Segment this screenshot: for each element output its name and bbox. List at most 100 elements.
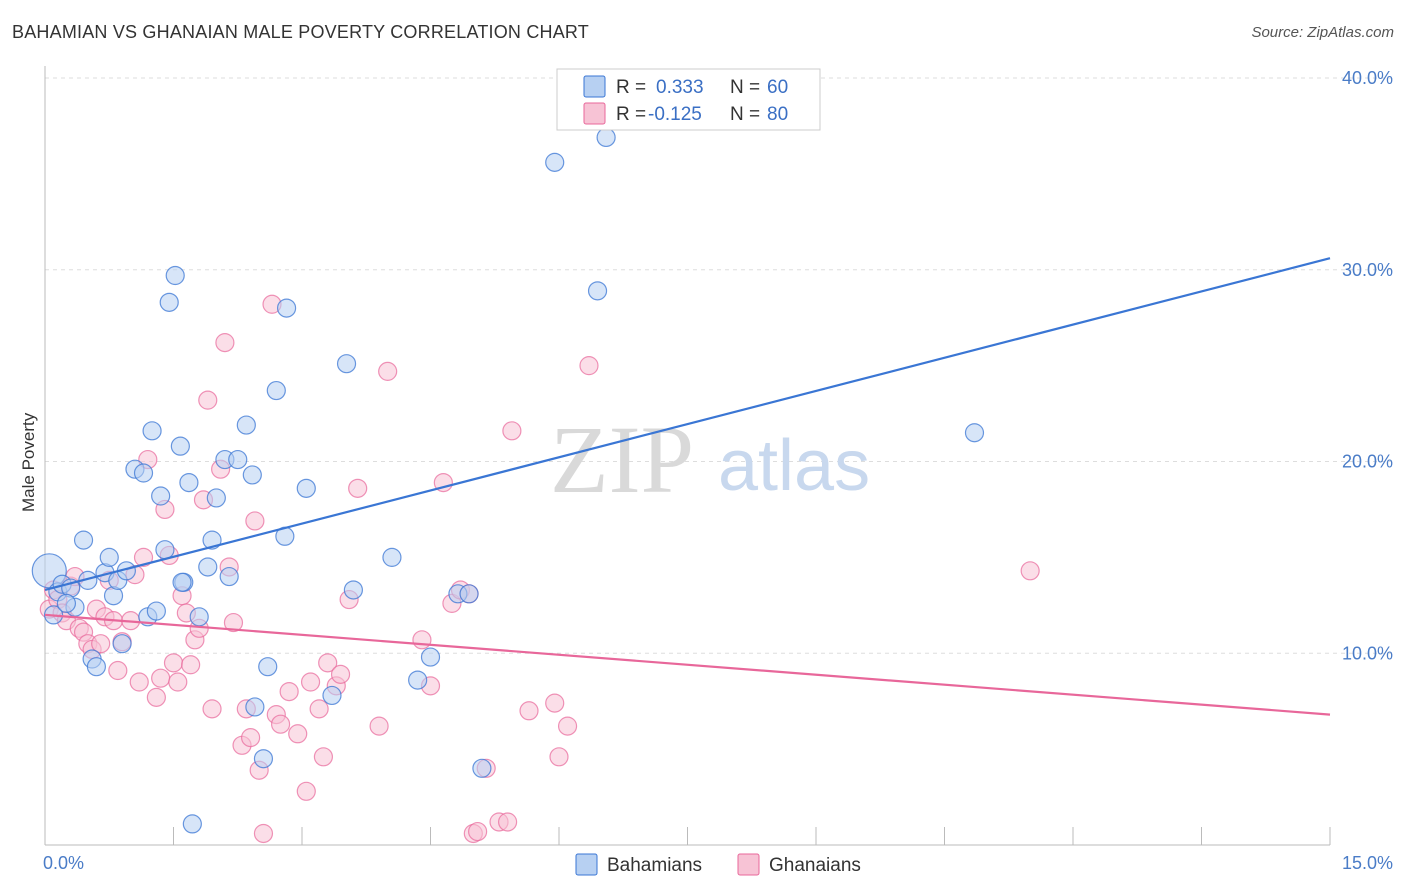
ghanaians-point — [215, 333, 235, 353]
bahamians-point — [964, 423, 985, 443]
ghanaians-point — [181, 655, 201, 675]
ghanaians-point — [519, 701, 539, 721]
x-tick-label: 0.0% — [43, 853, 84, 873]
bottom-legend: Bahamians Ghanaians — [575, 853, 861, 876]
bahamians-point — [56, 593, 77, 613]
bahamians-point — [266, 380, 286, 401]
ghanaians-point — [288, 724, 308, 744]
legend-n-label-bahamians: N = — [730, 77, 760, 98]
ghanaians-point — [129, 672, 149, 692]
bahamians-point — [198, 557, 218, 577]
ghanaians-point — [300, 672, 321, 692]
ghanaians-point — [202, 699, 222, 719]
bahamians-point — [253, 749, 274, 769]
bahamians-point — [112, 634, 132, 654]
legend-n-label-ghanaians: N = — [730, 104, 760, 125]
bahamians-points — [31, 127, 985, 834]
bahamians-point — [159, 292, 179, 312]
bahamians-point — [73, 530, 94, 550]
axes — [44, 66, 1331, 846]
bahamians-point — [587, 281, 608, 301]
bahamians-point — [155, 540, 175, 560]
y-tick-label: 10.0% — [1342, 643, 1393, 663]
bahamians-point — [133, 463, 154, 483]
legend-n-value-ghanaians: 80 — [767, 104, 788, 125]
ghanaians-point — [557, 716, 578, 736]
ghanaians-point — [309, 699, 329, 719]
legend-r-label-ghanaians: R = — [616, 104, 646, 125]
bahamians-point — [172, 572, 192, 592]
bahamians-point — [245, 697, 265, 717]
ghanaians-point — [253, 823, 274, 844]
ghanaians-point — [468, 821, 488, 842]
bahamians-point — [296, 478, 316, 498]
bahamians-point — [596, 127, 616, 148]
legend-swatch-ghanaians — [583, 102, 606, 125]
bahamians-point — [170, 436, 190, 456]
bahamians-point — [189, 607, 209, 627]
ghanaians-point — [348, 478, 368, 498]
chart-source: Source: ZipAtlas.com — [1251, 24, 1394, 41]
y-tick-label: 30.0% — [1342, 260, 1393, 280]
ghanaians-point — [91, 634, 111, 654]
ghanaians-point — [296, 781, 316, 801]
bahamians-point — [206, 488, 226, 508]
ghanaians-point — [133, 547, 154, 567]
bahamians-point — [142, 421, 162, 441]
bahamians-point — [146, 601, 166, 621]
ghanaians-point — [412, 630, 432, 650]
watermark: ZIP atlas — [550, 406, 870, 513]
bahamians-point — [336, 354, 357, 374]
ghanaians-point — [198, 390, 218, 410]
ghanaians-point — [330, 664, 351, 684]
bottom-legend-label-ghanaians: Ghanaians — [769, 855, 861, 876]
ghanaians-point — [245, 511, 265, 531]
bahamians-point — [343, 580, 363, 600]
ghanaians-points — [39, 294, 1040, 844]
y-axis-label: Male Poverty — [19, 412, 38, 512]
bottom-legend-label-bahamians: Bahamians — [607, 855, 702, 876]
legend-swatch-bahamians — [583, 75, 606, 98]
bahamians-point — [165, 265, 185, 286]
bahamians-point — [219, 566, 239, 587]
ghanaians-point — [223, 612, 244, 633]
bahamians-trend-line — [44, 257, 1331, 592]
ghanaians-point — [502, 421, 522, 441]
legend-r-label-bahamians: R = — [616, 77, 646, 98]
ghanaians-point — [108, 660, 128, 681]
bahamians-point — [236, 415, 256, 435]
trend-lines — [44, 257, 1331, 716]
ghanaians-point — [549, 747, 569, 767]
bahamians-point — [408, 670, 428, 690]
ghanaians-point — [313, 747, 334, 767]
bottom-legend-swatch-ghanaians — [737, 853, 760, 876]
tick-labels: 10.0% 20.0% 30.0% 40.0% 0.0% 15.0% — [43, 68, 1393, 873]
bahamians-point — [276, 298, 297, 318]
ghanaians-point — [163, 653, 184, 673]
ghanaians-point — [498, 812, 518, 832]
bahamians-point — [472, 758, 492, 778]
chart-title: BAHAMIAN VS GHANAIAN MALE POVERTY CORREL… — [12, 22, 589, 42]
ghanaians-point — [146, 687, 166, 707]
ghanaians-point — [241, 728, 261, 748]
ghanaians-point — [545, 693, 565, 713]
watermark-zip: ZIP — [550, 406, 694, 513]
ghanaians-point — [318, 653, 338, 673]
ghanaians-point — [579, 356, 599, 376]
bahamians-point — [258, 657, 278, 677]
bottom-legend-swatch-bahamians — [575, 853, 598, 876]
bahamians-point — [228, 449, 248, 470]
bahamians-point — [242, 465, 262, 485]
ghanaians-point — [279, 681, 299, 702]
legend-n-value-bahamians: 60 — [767, 77, 788, 98]
legend-r-value-ghanaians: -0.125 — [648, 104, 702, 125]
ghanaians-point — [151, 668, 171, 688]
gridlines — [45, 77, 1392, 654]
bahamians-point — [420, 647, 441, 667]
y-tick-label: 20.0% — [1342, 452, 1393, 472]
bahamians-point — [99, 547, 119, 567]
bahamians-point — [322, 685, 342, 706]
ghanaians-point — [369, 716, 389, 736]
ghanaians-trend-line — [44, 613, 1331, 716]
